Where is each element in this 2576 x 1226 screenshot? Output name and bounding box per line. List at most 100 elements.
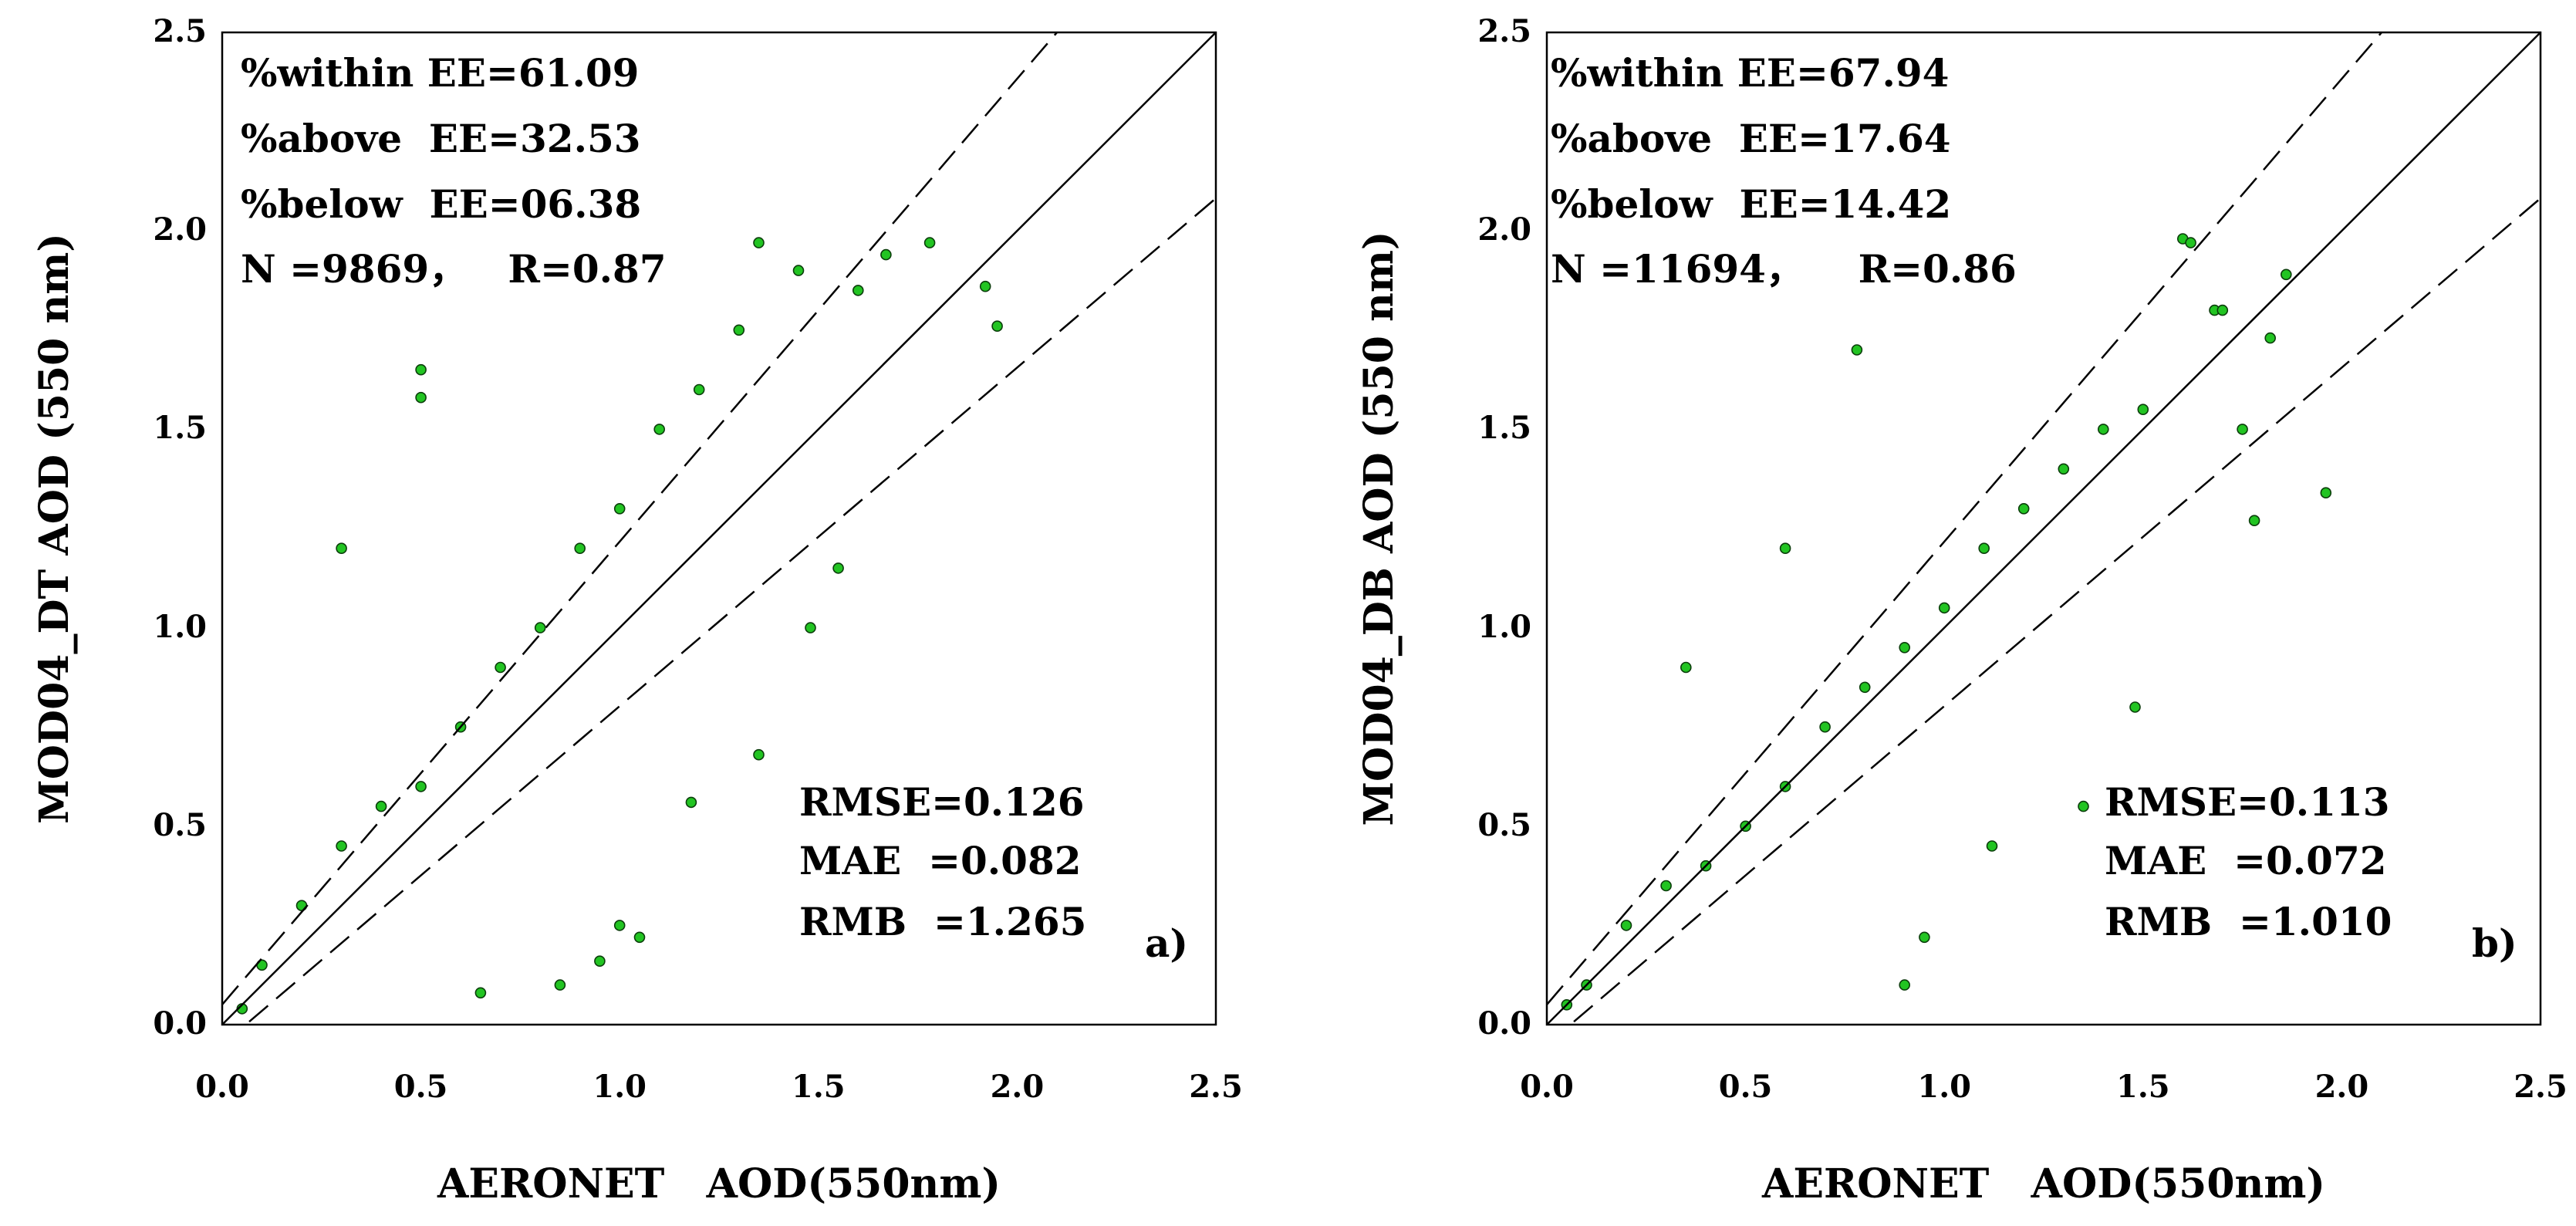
x-tick-label: 2.5 <box>1189 1069 1243 1105</box>
data-point <box>613 502 626 515</box>
data-point <box>852 285 864 296</box>
data-point <box>2216 304 2229 316</box>
panel-a: 0.0 0.5 1.0 1.5 2.0 2.5 0.0 0.5 1.0 1.5 … <box>31 13 1243 1207</box>
data-point <box>2320 487 2332 499</box>
x-tick-label: 2.0 <box>2315 1069 2369 1105</box>
y-tick-label: 2.0 <box>1477 211 1531 248</box>
data-point <box>2264 332 2276 344</box>
ee-upper-line <box>222 32 1058 1005</box>
stat-below-ee: %below EE=14.42 <box>1551 181 1951 227</box>
x-axis-title-a: AERONET AOD(550nm) <box>437 1160 1001 1207</box>
x-tick-label: 0.0 <box>1520 1069 1574 1105</box>
data-point <box>733 324 745 336</box>
data-point <box>2248 515 2260 527</box>
data-point <box>554 979 566 991</box>
scatter-points-a <box>236 237 1003 1015</box>
data-point <box>832 562 844 574</box>
data-point <box>594 955 606 967</box>
stat-within-ee: %within EE=67.94 <box>1551 50 1949 96</box>
data-point <box>1899 979 1910 991</box>
data-point <box>1851 344 1863 356</box>
data-point <box>880 248 892 261</box>
x-tick-label: 0.5 <box>394 1069 448 1105</box>
data-point <box>1899 641 1910 654</box>
data-point <box>2058 463 2070 475</box>
y-tick-label: 1.0 <box>1477 609 1531 645</box>
x-tick-label: 1.0 <box>1917 1069 1971 1105</box>
x-axis-title-b: AERONET AOD(550nm) <box>1761 1160 2325 1207</box>
data-point <box>685 796 697 809</box>
panel-label-a: a) <box>1145 920 1188 966</box>
data-point <box>2281 269 2292 281</box>
data-point <box>653 424 666 435</box>
data-point <box>2237 424 2248 435</box>
x-axis-a: 0.0 0.5 1.0 1.5 2.0 2.5 <box>195 1069 1243 1105</box>
y-tick-label: 0.0 <box>153 1005 207 1042</box>
x-tick-label: 1.5 <box>792 1069 846 1105</box>
ee-lower-line <box>244 198 1216 1025</box>
data-point <box>613 920 626 931</box>
stat-n-r: N =11694， R=0.86 <box>1551 246 2017 292</box>
data-point <box>375 800 387 812</box>
x-tick-label: 0.5 <box>1719 1069 1773 1105</box>
y-axis-b: 0.0 0.5 1.0 1.5 2.0 2.5 <box>1477 13 1531 1042</box>
data-point <box>753 237 765 248</box>
data-point <box>979 280 991 292</box>
stat-rmb: RMB =1.265 <box>799 899 1086 944</box>
data-point <box>1919 931 1930 944</box>
ee-lower-line <box>1568 198 2541 1025</box>
data-point <box>474 987 487 999</box>
data-point <box>1620 920 1632 931</box>
data-point <box>2017 502 2030 515</box>
data-point <box>1938 602 1950 614</box>
stats-bottom-a: RMSE=0.126 MAE =0.082 RMB =1.265 <box>799 779 1086 944</box>
y-axis-a: 0.0 0.5 1.0 1.5 2.0 2.5 <box>153 13 207 1042</box>
one-to-one-line <box>1547 32 2541 1025</box>
data-point <box>1859 681 1871 694</box>
data-point <box>2098 424 2109 435</box>
one-to-one-line <box>222 32 1216 1025</box>
data-point <box>633 931 646 944</box>
stat-above-ee: %above EE=17.64 <box>1551 116 1951 161</box>
data-point <box>805 622 816 633</box>
stat-above-ee: %above EE=32.53 <box>241 116 641 161</box>
y-tick-label: 2.5 <box>1477 13 1531 49</box>
panel-b: 0.0 0.5 1.0 1.5 2.0 2.5 0.0 0.5 1.0 1.5 … <box>1356 13 2568 1207</box>
plot-frame-b <box>1545 31 2542 1026</box>
data-point <box>1819 721 1831 733</box>
data-point <box>495 661 506 674</box>
y-tick-label: 1.5 <box>153 410 207 446</box>
data-point <box>336 840 347 852</box>
data-point <box>336 542 347 555</box>
stat-rmse: RMSE=0.113 <box>2105 779 2390 825</box>
plot-frame-a <box>221 31 1217 1026</box>
data-point <box>1978 542 1990 555</box>
stat-mae: MAE =0.072 <box>2105 838 2387 883</box>
stat-mae: MAE =0.082 <box>799 838 1082 883</box>
data-point <box>2137 404 2149 416</box>
x-tick-label: 2.0 <box>991 1069 1045 1105</box>
y-tick-label: 2.5 <box>153 13 207 49</box>
stat-within-ee: %within EE=61.09 <box>241 50 639 96</box>
data-point <box>753 748 765 761</box>
stat-n-r: N =9869， R=0.87 <box>241 246 667 292</box>
y-tick-label: 2.0 <box>153 211 207 248</box>
ee-upper-line <box>1547 32 2382 1005</box>
reference-lines-a <box>222 32 1216 1025</box>
data-point <box>693 383 705 396</box>
data-point <box>2129 701 2141 713</box>
reference-lines-b <box>1547 32 2541 1025</box>
y-tick-label: 0.0 <box>1477 1005 1531 1042</box>
data-point <box>415 391 427 404</box>
y-tick-label: 0.5 <box>153 807 207 843</box>
stat-below-ee: %below EE=06.38 <box>241 181 641 227</box>
x-tick-label: 1.5 <box>2116 1069 2170 1105</box>
data-point <box>574 542 586 555</box>
x-tick-label: 0.0 <box>195 1069 249 1105</box>
y-tick-label: 1.5 <box>1477 410 1531 446</box>
data-point <box>1680 661 1692 674</box>
data-point <box>2078 800 2089 812</box>
scatter-points-b <box>1561 233 2332 1011</box>
x-axis-b: 0.0 0.5 1.0 1.5 2.0 2.5 <box>1520 1069 2568 1105</box>
stats-top-a: %within EE=61.09 %above EE=32.53 %below … <box>241 50 667 292</box>
